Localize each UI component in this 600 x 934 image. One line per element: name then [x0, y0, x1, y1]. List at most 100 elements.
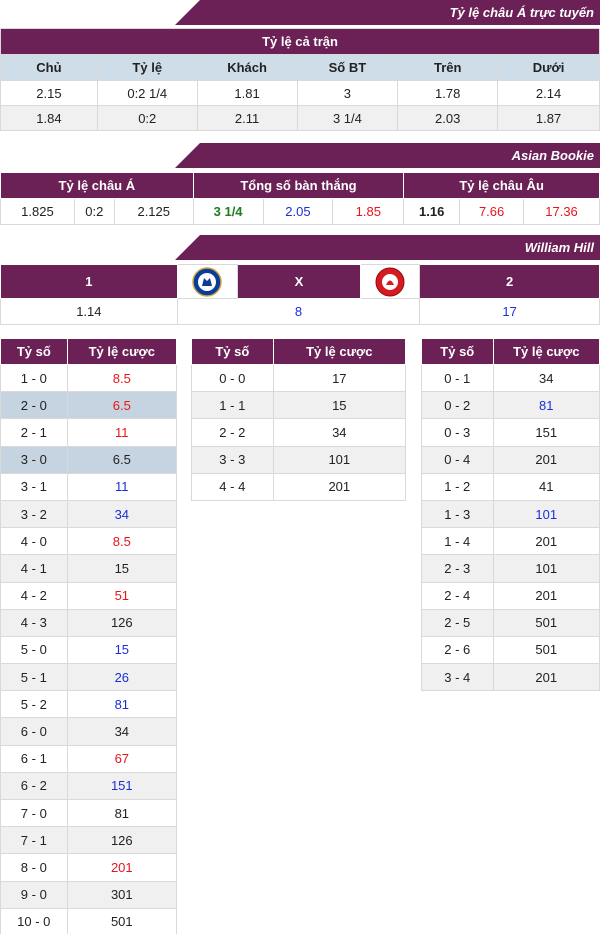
table-row: 8 - 0 201	[0, 853, 178, 882]
cell: 2.11	[196, 105, 298, 131]
home-win-scores-table: Tỷ số Tỷ lệ cược 1 - 0 8.5 2 - 0 6.5 2 - 1 11…	[0, 338, 178, 934]
cell: 1.78	[397, 80, 499, 106]
table-row: 3 - 3 101	[191, 445, 407, 474]
score-cell: 7 - 0	[0, 798, 68, 828]
cell: 17.36	[523, 198, 600, 225]
score-cell: 1 - 1	[191, 391, 274, 420]
label-away: 2	[419, 264, 600, 299]
odds-cell: 201	[492, 527, 600, 556]
odds-cell: 67	[66, 744, 178, 773]
draw-scores-table: Tỷ số Tỷ lệ cược 0 - 0 17 1 - 1 15 2 - 2 34 3 …	[191, 338, 407, 501]
asian-online-banner: Tỷ lệ châu Á trực tuyến	[0, 0, 600, 25]
odds-cell: 201	[272, 472, 407, 501]
full-match-odds-table: Tỷ lệ cả trận Chủ Tỷ lệ Khách Số BT Trên…	[0, 28, 600, 131]
score-cell: 2 - 6	[421, 635, 494, 665]
col-euro-odds: Tỷ lệ châu Âu	[403, 172, 600, 199]
col-under: Dưới	[497, 54, 600, 81]
table-row: 3 - 1 11	[0, 472, 178, 501]
odds-cell: 501	[492, 635, 600, 665]
odds-cell: 81	[492, 391, 600, 420]
odds-cell: 126	[66, 826, 178, 855]
table-row: 1 - 0 8.5	[0, 363, 178, 393]
label-draw: X	[236, 264, 362, 299]
score-cell: 4 - 4	[191, 472, 274, 501]
score-cell: 2 - 3	[421, 554, 494, 583]
col-score: Tỷ số	[0, 338, 68, 365]
odds-cell: 301	[66, 880, 178, 909]
odds-cell: 151	[492, 418, 600, 447]
odds-cell: 11	[66, 472, 178, 501]
odds-cell: 501	[66, 907, 178, 934]
table-row: 2 - 1 11	[0, 418, 178, 447]
table-row: 4 - 1 15	[0, 554, 178, 583]
score-cell: 2 - 1	[0, 418, 68, 447]
table-row: 2 - 5 501	[421, 608, 600, 637]
odds-cell: 8.5	[66, 363, 178, 393]
table-row: 1.825 0:2 2.125 3 1/4 2.05 1.85 1.16 7.6…	[0, 198, 600, 225]
col-total-goals: Tổng số bàn thắng	[192, 172, 405, 199]
cell: 7.66	[459, 198, 525, 225]
score-cell: 3 - 1	[0, 472, 68, 501]
odds-cell: 34	[492, 363, 600, 393]
score-cell: 5 - 2	[0, 690, 68, 719]
odds-cell: 81	[66, 798, 178, 828]
odds-cell: 34	[66, 499, 178, 529]
table-row: 6 - 0 34	[0, 717, 178, 746]
table-row: 1.84 0:2 2.11 3 1/4 2.03 1.87	[0, 105, 600, 131]
odds-cell: 6.5	[66, 391, 178, 420]
table-row: 2 - 2 34	[191, 418, 407, 447]
odds-cell: 15	[66, 635, 178, 665]
cell: 2.05	[262, 198, 334, 225]
odds-cell: 15	[272, 391, 407, 420]
col-score: Tỷ số	[191, 338, 274, 365]
table-row: 5 - 0 15	[0, 635, 178, 665]
odds-cell: 201	[492, 445, 600, 474]
odds-cell: 101	[272, 445, 407, 474]
odds-cell: 11	[66, 418, 178, 447]
table-row: 4 - 0 8.5	[0, 527, 178, 556]
score-cell: 4 - 2	[0, 581, 68, 610]
score-cell: 10 - 0	[0, 907, 68, 934]
col-score: Tỷ số	[421, 338, 494, 365]
odds-cell: 17	[272, 363, 407, 393]
cell: 2.14	[497, 80, 600, 106]
table-row: 2 - 4 201	[421, 581, 600, 610]
cell: 1.84	[0, 105, 98, 131]
odds-cell: 101	[492, 499, 600, 529]
table-row: 1 - 4 201	[421, 527, 600, 556]
col-odds: Tỷ lệ cược	[492, 338, 600, 365]
table-row: 6 - 2 151	[0, 771, 178, 801]
score-cell: 2 - 0	[0, 391, 68, 420]
score-cell: 1 - 0	[0, 363, 68, 393]
col-goals: Số BT	[296, 54, 399, 81]
odds-cell: 51	[66, 581, 178, 610]
score-cell: 4 - 1	[0, 554, 68, 583]
odds-cell: 201	[492, 663, 600, 692]
odds-cell: 34	[66, 717, 178, 746]
cell: 3	[296, 80, 399, 106]
cell: 1.825	[0, 198, 75, 225]
cell: 2.03	[397, 105, 499, 131]
score-cell: 2 - 4	[421, 581, 494, 610]
score-cell: 0 - 2	[421, 391, 494, 420]
score-cell: 1 - 4	[421, 527, 494, 556]
odds-cell: 501	[492, 608, 600, 637]
score-cell: 8 - 0	[0, 853, 68, 882]
odds-cell: 15	[66, 554, 178, 583]
cell: 0:2	[96, 105, 198, 131]
cell: 2.15	[0, 80, 98, 106]
score-cell: 9 - 0	[0, 880, 68, 909]
cell: 1.87	[497, 105, 600, 131]
odds-cell: 81	[66, 690, 178, 719]
odds-cell: 6.5	[66, 445, 178, 474]
score-cell: 6 - 0	[0, 717, 68, 746]
table-row: 0 - 0 17	[191, 363, 407, 393]
table-row: 4 - 3 126	[0, 608, 178, 637]
col-over: Trên	[397, 54, 499, 81]
score-cell: 0 - 3	[421, 418, 494, 447]
score-cell: 3 - 2	[0, 499, 68, 529]
table-row: 10 - 0 501	[0, 907, 178, 934]
col-asian-handicap: Tỷ lệ châu Á	[0, 172, 194, 199]
table-row: 3 - 0 6.5	[0, 445, 178, 474]
table-row: 3 - 2 34	[0, 499, 178, 529]
